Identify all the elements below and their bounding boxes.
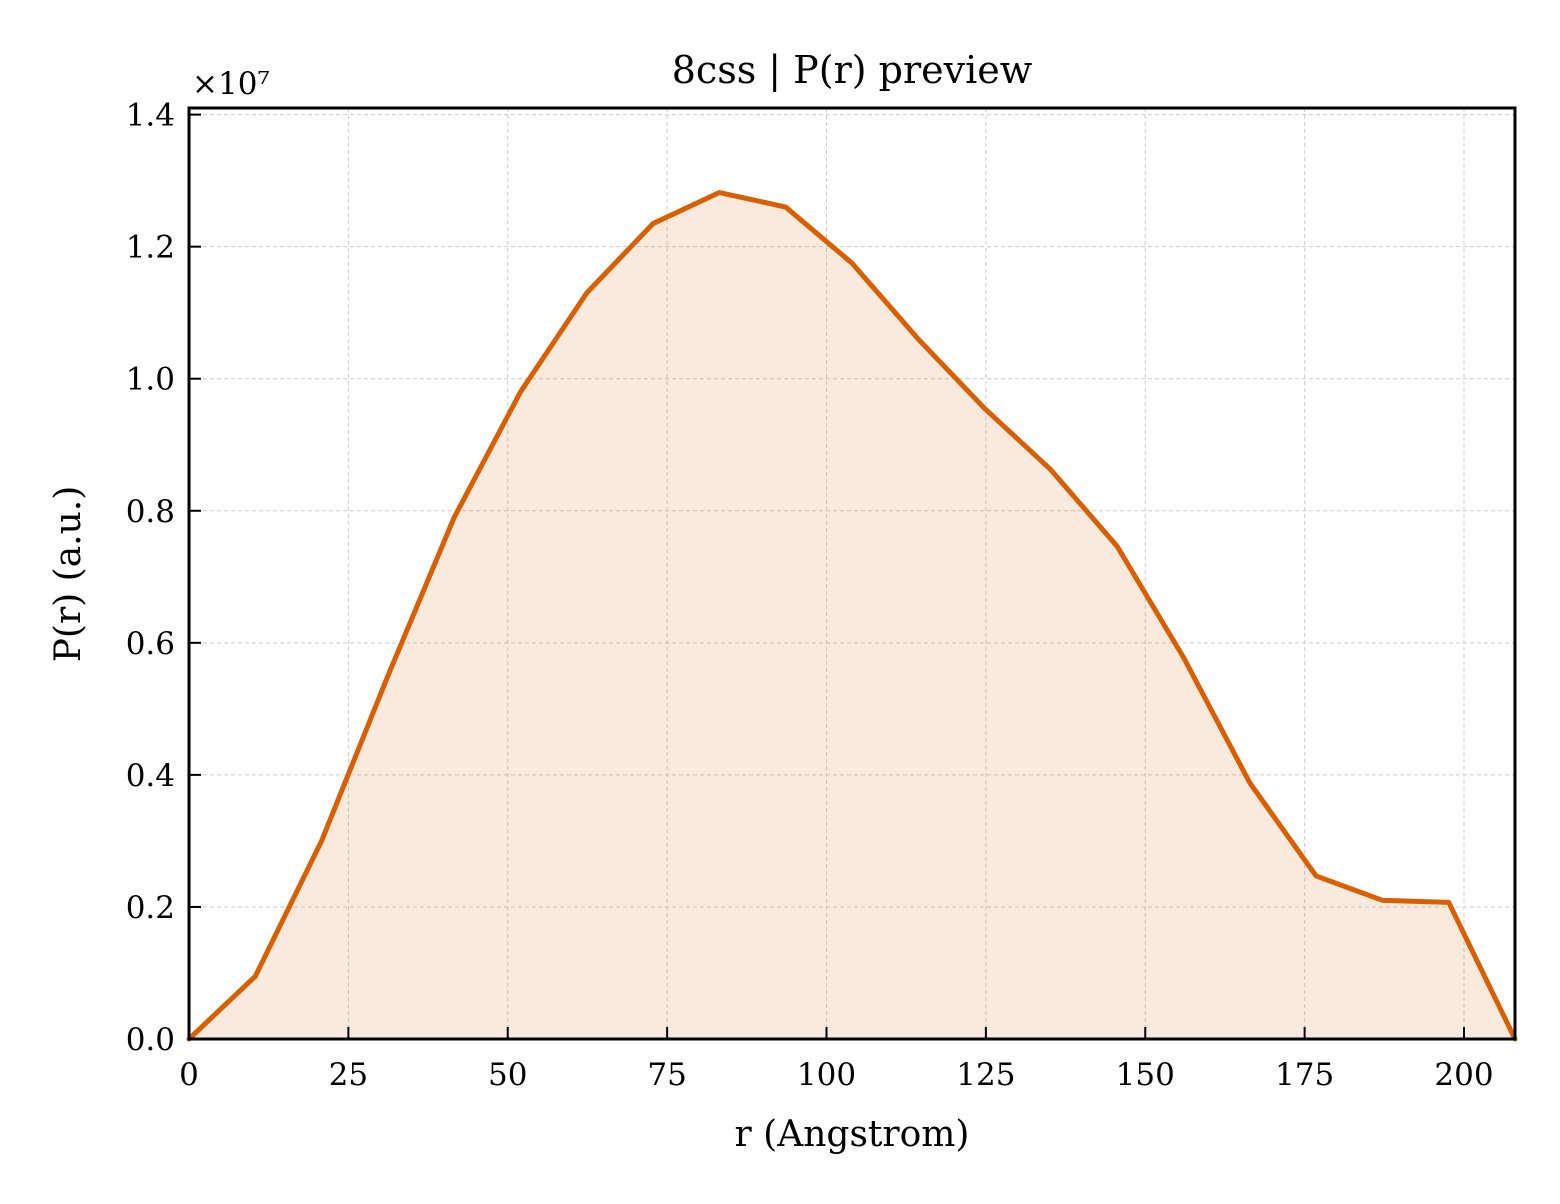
x-tick-label: 25 [329, 1057, 368, 1093]
x-tick-label: 150 [1116, 1057, 1175, 1093]
y-tick-label: 0.4 [126, 758, 175, 794]
pr-area-fill [189, 193, 1515, 1039]
plot-area [189, 193, 1515, 1040]
y-tick-label: 0.2 [126, 890, 175, 926]
y-tick-label: 0.0 [126, 1022, 175, 1058]
y-tick-label: 1.4 [126, 98, 175, 134]
y-axis-offset-label: ×10⁷ [192, 66, 270, 102]
x-tick-label: 125 [956, 1057, 1015, 1093]
y-tick-label: 0.8 [126, 494, 175, 530]
x-tick-label: 50 [488, 1057, 527, 1093]
x-tick-label: 75 [647, 1057, 686, 1093]
x-tick-label: 100 [797, 1057, 856, 1093]
y-axis-title: P(r) (a.u.) [48, 486, 89, 663]
x-tick-label: 175 [1275, 1057, 1334, 1093]
x-tick-label: 0 [179, 1057, 199, 1093]
y-tick-label: 0.6 [126, 626, 175, 662]
chart-title: 8css | P(r) preview [672, 48, 1033, 92]
x-axis-title: r (Angstrom) [735, 1114, 970, 1155]
y-tick-label: 1.0 [126, 362, 175, 398]
y-tick-label: 1.2 [126, 230, 175, 266]
x-tick-label: 200 [1434, 1057, 1493, 1093]
